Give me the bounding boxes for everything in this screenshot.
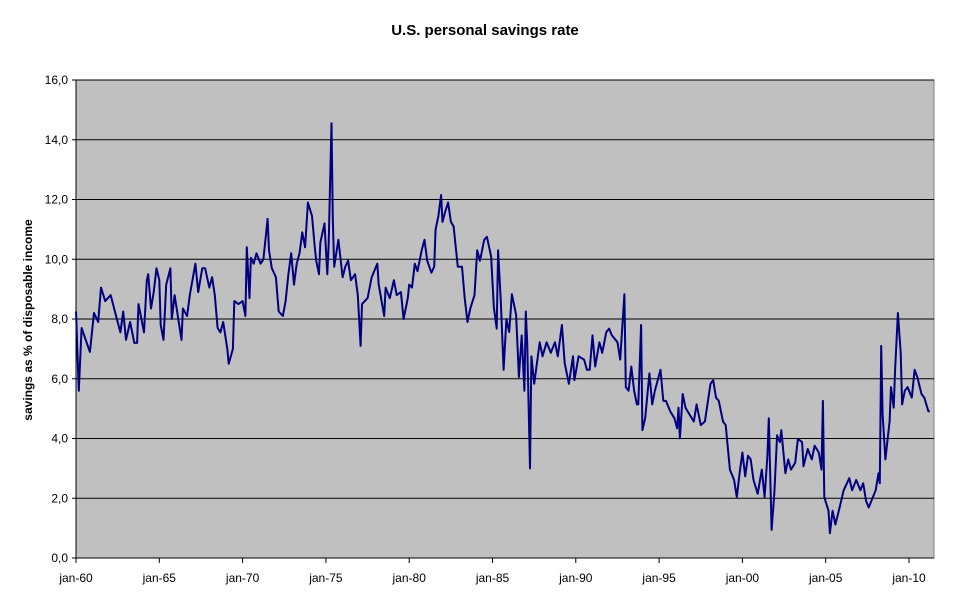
x-tick-label: jan-85 [475, 571, 510, 585]
x-tick-label: jan-65 [142, 571, 177, 585]
series-line [75, 122, 930, 535]
x-tick-label: jan-00 [725, 571, 760, 585]
y-tick-label: 0,0 [51, 551, 68, 565]
x-tick-label: jan-60 [58, 571, 93, 585]
y-tick-label: 8,0 [51, 312, 68, 326]
chart-title: U.S. personal savings rate [391, 22, 579, 39]
y-tick-label: 2,0 [51, 491, 68, 505]
y-tick-label: 10,0 [45, 252, 69, 266]
x-tick-label: jan-90 [558, 571, 593, 585]
y-tick-label: 16,0 [45, 73, 69, 87]
x-tick-label: jan-75 [308, 571, 343, 585]
x-tick-label: jan-70 [225, 571, 260, 585]
y-tick-label: 6,0 [51, 372, 68, 386]
x-tick-label: jan-95 [641, 571, 676, 585]
y-tick-label: 12,0 [45, 193, 69, 207]
x-tick-label: jan-10 [891, 571, 926, 585]
x-tick-label: jan-80 [392, 571, 427, 585]
y-tick-label: 4,0 [51, 432, 68, 446]
y-tick-label: 14,0 [45, 133, 69, 147]
x-tick-label: jan-05 [808, 571, 843, 585]
